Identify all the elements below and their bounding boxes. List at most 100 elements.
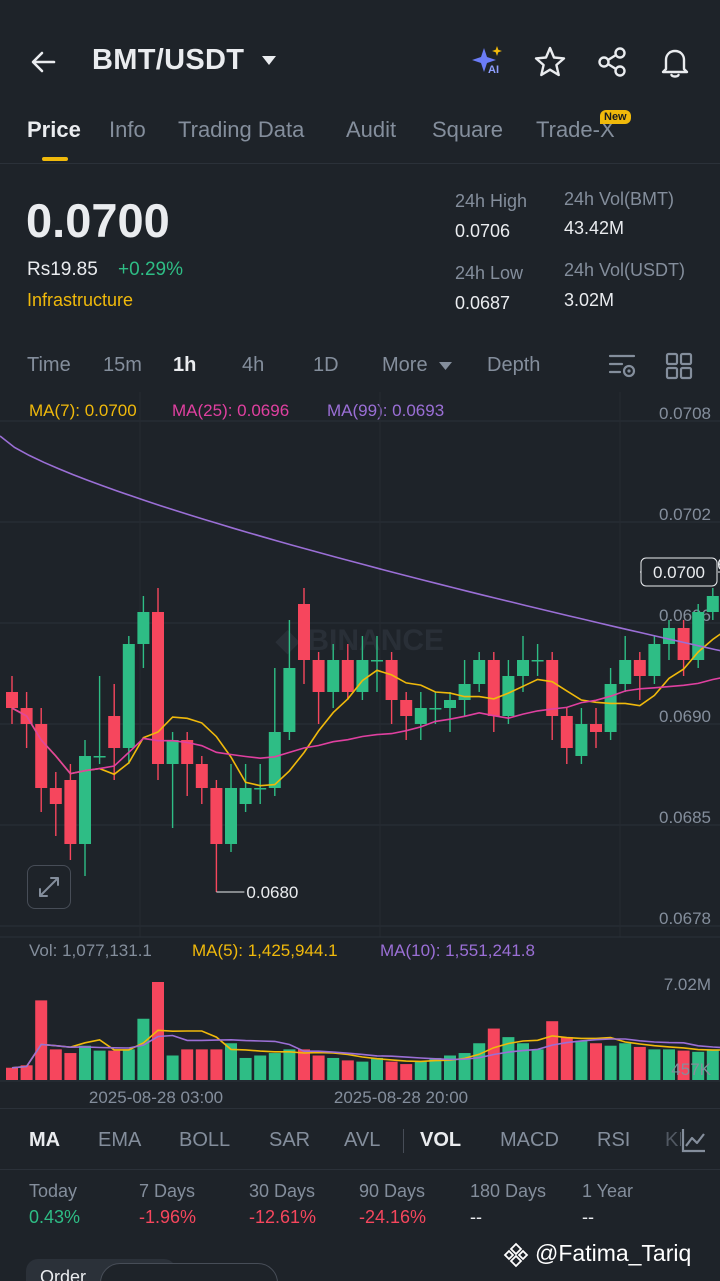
tab-square[interactable]: Square <box>432 117 503 142</box>
candle-up <box>356 660 369 692</box>
perf-value-7d: -1.96% <box>139 1207 197 1227</box>
ai-sparkle-icon <box>472 46 502 72</box>
tab-audit[interactable]: Audit <box>346 117 397 142</box>
indicator-macd[interactable]: MACD <box>500 1129 559 1151</box>
chart-settings-icon[interactable] <box>608 352 638 380</box>
indicator-avl[interactable]: AVL <box>344 1129 381 1151</box>
candle-up <box>122 644 135 748</box>
volume-bar <box>692 1051 705 1080</box>
current-price-label: 0.0700 <box>653 563 705 582</box>
vol-base-label: 24h Vol(BMT) <box>564 189 675 209</box>
candle-up <box>239 788 252 804</box>
volume-bar <box>254 1055 267 1080</box>
candle-down <box>400 700 413 716</box>
order-tab-label: Order <box>40 1267 87 1281</box>
indicator-vol[interactable]: VOL <box>420 1129 462 1151</box>
volume-bar <box>108 1050 121 1080</box>
volume-bar <box>648 1049 661 1080</box>
back-button[interactable] <box>24 42 64 82</box>
volume-bar <box>385 1061 398 1080</box>
volume-bar <box>93 1050 106 1080</box>
perf-value-90d: -24.16% <box>359 1207 427 1227</box>
share-button[interactable] <box>592 42 632 82</box>
interval-time[interactable]: Time <box>27 354 71 376</box>
ma99-legend: MA(99): 0.0693 <box>327 401 445 420</box>
indicator-rsi[interactable]: RSI <box>597 1129 631 1151</box>
volume-bar <box>20 1065 33 1080</box>
vol-ma5-legend: MA(5): 1,425,944.1 <box>192 941 338 960</box>
perf-label-90d: 90 Days <box>359 1181 426 1201</box>
tab-info[interactable]: Info <box>109 117 146 142</box>
interval-depth[interactable]: Depth <box>487 354 541 376</box>
indicator-settings-icon[interactable] <box>680 1126 708 1154</box>
user-watermark: @Fatima_Tariq <box>535 1240 692 1266</box>
pair-title[interactable]: BMT/USDT <box>92 44 245 76</box>
low-annotation: 0.0680 <box>246 883 298 902</box>
candle-up <box>706 596 719 612</box>
vol-ma10-line <box>11 1034 720 1069</box>
ai-sparkle-button[interactable]: AI <box>468 42 508 82</box>
volume-axis-label: 7.02M <box>664 975 711 994</box>
layout-grid-icon[interactable] <box>665 352 693 380</box>
perf-label-180d: 180 Days <box>470 1181 547 1201</box>
interval-15m[interactable]: 15m <box>103 354 142 376</box>
price-change-percent: +0.29% <box>118 259 183 280</box>
vol-ma10-legend: MA(10): 1,551,241.8 <box>380 941 535 960</box>
alert-button[interactable] <box>655 42 695 82</box>
volume-bar <box>590 1043 602 1080</box>
price-axis-label: 0.0708 <box>659 404 711 423</box>
indicator-kdj[interactable]: KDJ <box>665 1129 681 1151</box>
candle-up <box>166 740 179 764</box>
interval-1d[interactable]: 1D <box>313 354 339 376</box>
low-24h-value: 0.0687 <box>455 293 511 313</box>
candle-down <box>210 788 223 844</box>
indicator-ema[interactable]: EMA <box>98 1129 142 1151</box>
candle-down <box>64 780 77 844</box>
volume-bar <box>371 1057 383 1080</box>
volume-bar <box>429 1057 442 1080</box>
volume-legend: Vol: 1,077,131.1 <box>29 941 152 960</box>
favorite-button[interactable] <box>530 42 570 82</box>
tab-price[interactable]: Price <box>27 117 81 142</box>
ai-badge-label: AI <box>488 64 499 76</box>
volume-bar <box>327 1057 340 1080</box>
secondary-tab[interactable] <box>100 1263 278 1281</box>
arrow-left-icon <box>31 51 56 73</box>
high-24h-label: 24h High <box>455 191 528 211</box>
volume-bar <box>677 1050 690 1080</box>
volume-bar <box>312 1055 325 1080</box>
perf-value-today: 0.43% <box>29 1207 81 1227</box>
header: BMT/USDT AI <box>0 0 720 110</box>
volume-bar <box>546 1021 559 1080</box>
volume-bar <box>604 1045 617 1080</box>
volume-bar <box>79 1045 91 1080</box>
category-tag[interactable]: Infrastructure <box>27 290 134 310</box>
time-axis-label: 2025-08-28 03:00 <box>89 1088 223 1107</box>
volume-bar <box>122 1049 135 1080</box>
volume-bar <box>575 1040 588 1080</box>
candle-up <box>414 708 427 724</box>
indicator-ma[interactable]: MA <box>29 1129 61 1151</box>
more-caret-icon[interactable] <box>439 362 452 371</box>
volume-bar <box>49 1049 62 1080</box>
perf-value-180d: -- <box>470 1207 482 1227</box>
volume-bar <box>268 1053 281 1080</box>
interval-more[interactable]: More <box>382 354 428 376</box>
volume-bar <box>166 1055 179 1080</box>
interval-1h[interactable]: 1h <box>173 354 197 376</box>
indicator-sar[interactable]: SAR <box>269 1129 311 1151</box>
current-price-box <box>640 557 718 587</box>
fullscreen-button[interactable] <box>27 865 71 909</box>
candle-down <box>152 612 164 764</box>
interval-4h[interactable]: 4h <box>242 354 265 376</box>
last-price: 0.0700 <box>26 194 170 247</box>
candle-up <box>648 644 661 676</box>
indicator-boll[interactable]: BOLL <box>179 1129 231 1151</box>
tab-trading-data[interactable]: Trading Data <box>178 117 305 142</box>
volume-bar <box>356 1061 369 1080</box>
perf-label-today: Today <box>29 1181 78 1201</box>
perf-label-30d: 30 Days <box>249 1181 316 1201</box>
caret-down-icon[interactable] <box>262 56 276 66</box>
perf-label-1y: 1 Year <box>582 1181 634 1201</box>
